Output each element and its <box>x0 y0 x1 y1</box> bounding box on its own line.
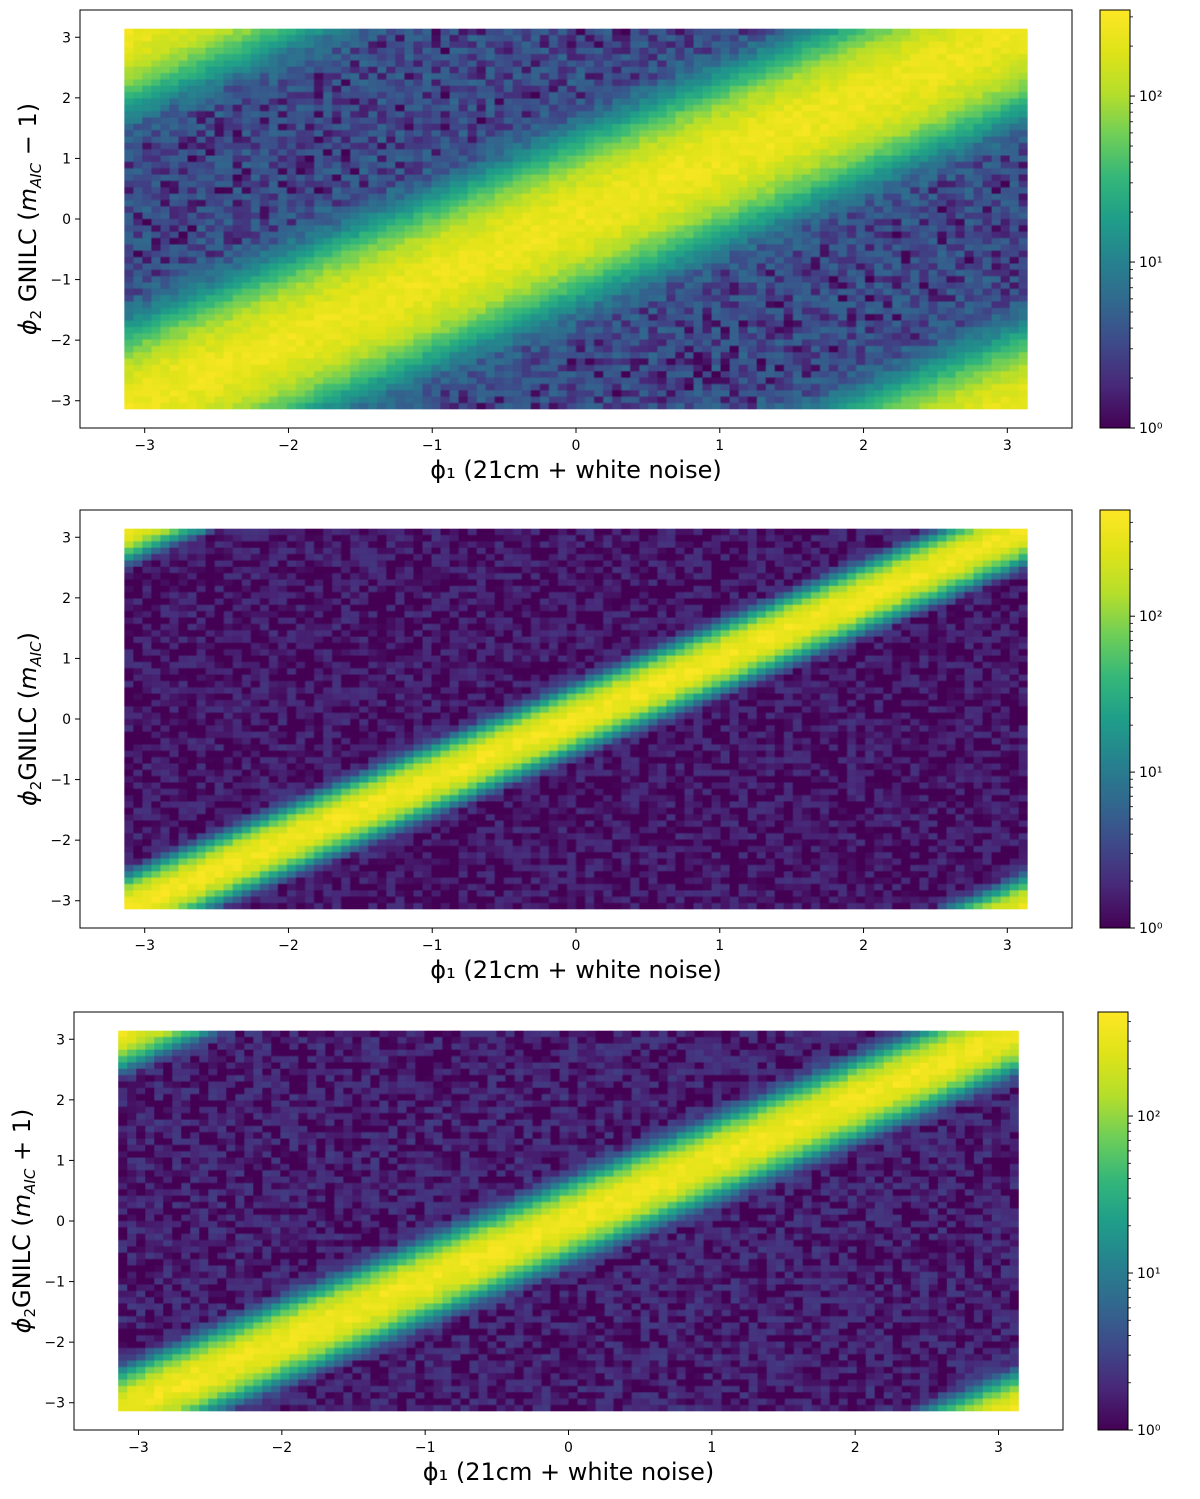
colorbar-tick-label: 10¹ <box>1139 255 1162 271</box>
x-tick-label: −2 <box>272 1440 293 1456</box>
x-tick-label: 2 <box>851 1440 860 1456</box>
y-tick-label: 1 <box>62 651 71 667</box>
x-tick-label: 3 <box>994 1440 1003 1456</box>
colorbar-tick-label: 10² <box>1139 89 1162 105</box>
y-tick-label: 3 <box>62 30 71 46</box>
x-tick-label: 1 <box>707 1440 716 1456</box>
y-tick-label: 0 <box>62 212 71 228</box>
x-tick-label: 2 <box>859 438 868 454</box>
colorbar-tick-label: 10² <box>1139 609 1162 625</box>
y-tick-label: 3 <box>62 530 71 546</box>
x-tick-label: 3 <box>1003 438 1012 454</box>
y-tick-label: −3 <box>50 394 71 410</box>
x-axis-label: ϕ₁ (21cm + white noise) <box>430 456 721 484</box>
x-tick-label: −1 <box>415 1440 436 1456</box>
y-tick-label: 3 <box>56 1032 65 1048</box>
y-axis-label: ϕ2 GNILC (mAIC − 1) <box>14 103 45 335</box>
y-tick-label: 1 <box>62 151 71 167</box>
x-tick-label: 1 <box>715 438 724 454</box>
y-tick-label: 2 <box>62 591 71 607</box>
x-tick-label: 1 <box>715 938 724 954</box>
colorbar-tick-label: 10⁰ <box>1139 421 1163 437</box>
x-tick-label: −3 <box>134 938 155 954</box>
y-tick-label: 2 <box>62 91 71 107</box>
hexbin-density-1 <box>124 28 1028 410</box>
x-axis-label: ϕ₁ (21cm + white noise) <box>423 1458 714 1486</box>
colorbar <box>1099 9 1131 429</box>
colorbar <box>1097 1011 1129 1431</box>
colorbar-tick-label: 10⁰ <box>1139 921 1163 937</box>
x-tick-label: −3 <box>134 438 155 454</box>
x-tick-label: −1 <box>422 938 443 954</box>
x-tick-label: 0 <box>572 938 581 954</box>
colorbar-tick-label: 10⁰ <box>1137 1423 1161 1439</box>
colorbar-tick-label: 10¹ <box>1137 1266 1160 1282</box>
y-tick-label: 0 <box>56 1214 65 1230</box>
y-tick-label: −2 <box>50 333 71 349</box>
y-tick-label: −2 <box>44 1335 65 1351</box>
x-tick-label: 2 <box>859 938 868 954</box>
y-tick-label: −1 <box>50 773 71 789</box>
x-tick-label: −3 <box>128 1440 149 1456</box>
hexbin-density-3 <box>118 1030 1019 1412</box>
colorbar <box>1099 509 1131 929</box>
y-axis-label: ϕ2GNILC (mAIC + 1) <box>8 1109 39 1334</box>
y-tick-label: −3 <box>50 894 71 910</box>
y-tick-label: 2 <box>56 1093 65 1109</box>
panel-1: −3 −2 −1 0 1 2 3 −3 −2 −1 0 1 2 3 ϕ₁ (21cm + white noi… <box>14 9 1163 484</box>
y-tick-label: −1 <box>44 1275 65 1291</box>
hexbin-density-2 <box>124 528 1028 910</box>
x-tick-label: 0 <box>564 1440 573 1456</box>
colorbar-tick-label: 10² <box>1137 1109 1160 1125</box>
y-tick-label: −2 <box>50 833 71 849</box>
y-axis-label: ϕ2GNILC (mAIC) <box>14 632 45 806</box>
y-tick-label: 1 <box>56 1153 65 1169</box>
x-tick-label: 0 <box>572 438 581 454</box>
x-tick-label: −2 <box>278 938 299 954</box>
colorbar-tick-label: 10¹ <box>1139 765 1162 781</box>
x-tick-label: −2 <box>278 438 299 454</box>
y-tick-label: 0 <box>62 712 71 728</box>
panel-3: −3 −2 −1 0 1 2 3 −3 −2 −1 0 1 2 3 ϕ₁ (21cm + white noi… <box>8 1011 1161 1486</box>
panel-2: −3 −2 −1 0 1 2 3 −3 −2 −1 0 1 2 3 ϕ₁ (21cm + white noi… <box>14 509 1163 984</box>
x-tick-label: −1 <box>422 438 443 454</box>
y-tick-label: −1 <box>50 273 71 289</box>
y-tick-label: −3 <box>44 1396 65 1412</box>
x-axis-label: ϕ₁ (21cm + white noise) <box>430 956 721 984</box>
x-tick-label: 3 <box>1003 938 1012 954</box>
